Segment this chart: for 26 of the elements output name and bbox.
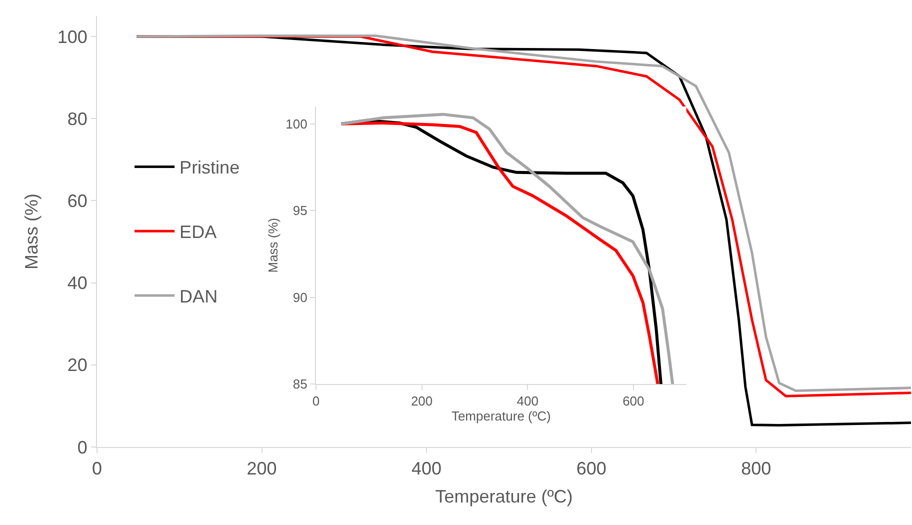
y-tick-label: 90	[292, 290, 308, 305]
y-tick-label: 60	[67, 191, 88, 212]
x-tick-label: 0	[92, 458, 102, 479]
y-axis-title: Mass (%)	[266, 218, 281, 273]
x-tick-label: 400	[516, 394, 538, 409]
y-tick-label: 100	[286, 116, 308, 132]
y-tick-label: 100	[57, 26, 88, 47]
legend-label: Pristine	[180, 158, 240, 178]
y-tick-label: 95	[292, 203, 308, 218]
x-tick-label: 800	[741, 458, 772, 479]
legend-label: DAN	[180, 286, 218, 307]
y-axis-title: Mass (%)	[22, 194, 42, 270]
x-tick-label: 0	[312, 394, 320, 409]
x-tick-label: 200	[246, 458, 277, 479]
legend-label: EDA	[180, 222, 217, 242]
x-tick-label: 600	[576, 458, 606, 479]
y-tick-label: 20	[67, 355, 88, 376]
y-tick-label: 0	[77, 437, 88, 458]
x-axis-title: Temperature (ºC)	[435, 486, 573, 507]
x-tick-label: 200	[410, 394, 433, 409]
x-axis-title: Temperature (ºC)	[451, 408, 551, 424]
y-tick-label: 40	[67, 273, 88, 294]
y-tick-label: 80	[67, 108, 88, 129]
y-tick-label: 85	[292, 376, 308, 392]
x-tick-label: 400	[412, 458, 442, 479]
x-tick-label: 600	[622, 394, 644, 409]
